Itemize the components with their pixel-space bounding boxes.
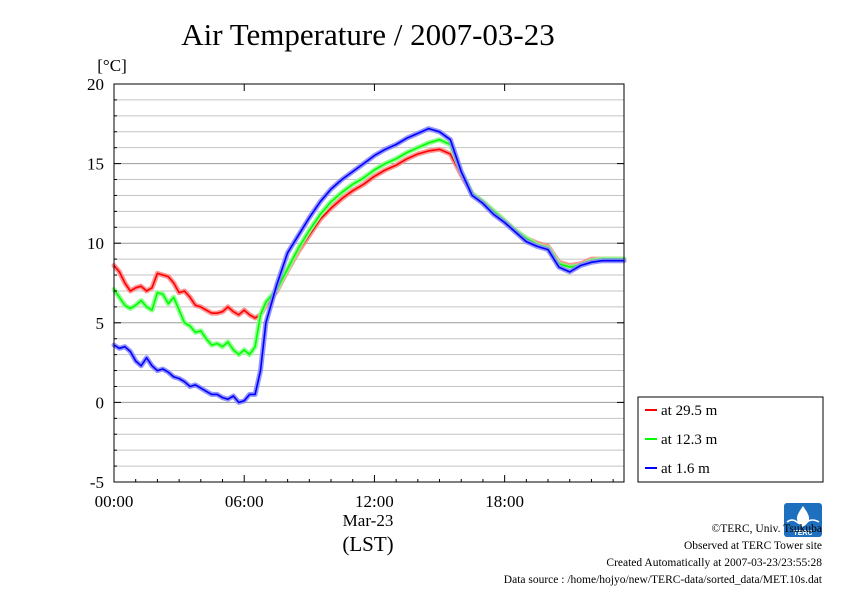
y-tick-label: -5: [90, 473, 104, 492]
footer-created: Created Automatically at 2007-03-23/23:5…: [606, 557, 822, 569]
terc-logo-text: TERC: [793, 530, 812, 537]
legend-box: [637, 396, 824, 483]
grid-lines: [114, 99, 624, 467]
x-date-label: Mar-23: [343, 511, 394, 530]
y-tick-label: 15: [87, 155, 104, 174]
footer-source: Data source : /home/hojyo/new/TERC-data/…: [504, 574, 823, 586]
plot-area-frame: [113, 83, 625, 483]
series-line-2: [113, 127, 624, 404]
legend: at 29.5 m at 12.3 m at 1.6 m: [637, 396, 824, 483]
chart-title: Air Temperature / 2007-03-23: [181, 17, 554, 52]
legend-label: at 29.5 m: [661, 403, 718, 419]
y-tick-label: 10: [87, 234, 104, 253]
y-tick-label: 0: [96, 393, 105, 412]
legend-items: at 29.5 m at 12.3 m at 1.6 m: [645, 403, 718, 477]
x-tick-label: 00:00: [95, 492, 134, 511]
y-tick-label: 20: [87, 75, 104, 94]
legend-label: at 12.3 m: [661, 432, 718, 448]
x-tick-label: 12:00: [355, 492, 394, 511]
x-axis-label: (LST): [342, 532, 393, 556]
axis-ticks: -5 0 5 10 15 20 00:00 06:00 12:00 18:00: [87, 75, 624, 511]
x-tick-label: 06:00: [225, 492, 264, 511]
footer-copyright: ©TERC, Univ. Tsukuba: [712, 523, 822, 535]
footer-site: Observed at TERC Tower site: [684, 540, 822, 552]
wave-icon: [786, 519, 820, 525]
legend-label: at 1.6 m: [661, 461, 710, 477]
terc-logo: TERC: [784, 503, 822, 537]
series-band-2: [111, 126, 627, 405]
water-drop-icon: [796, 506, 810, 527]
y-axis-label: [°C]: [97, 56, 126, 75]
series-layer: [111, 126, 627, 405]
y-tick-label: 5: [96, 314, 105, 333]
x-tick-label: 18:00: [485, 492, 524, 511]
